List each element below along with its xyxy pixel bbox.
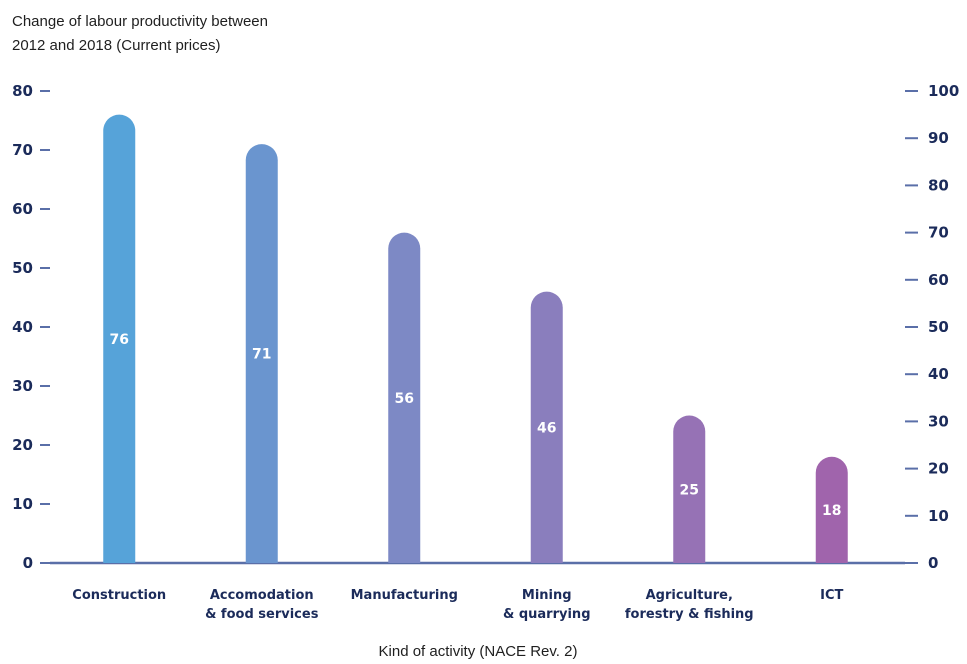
y-tick-label-right: 0 xyxy=(928,554,938,572)
y-tick-label-left: 20 xyxy=(12,436,33,454)
y-tick-label-left: 80 xyxy=(12,82,33,100)
y-tick-label-left: 50 xyxy=(12,259,33,277)
bar-value-label: 56 xyxy=(395,391,414,407)
category-label: Agriculture, xyxy=(646,588,733,603)
category-label: Mining xyxy=(522,588,572,603)
y-tick-label-left: 40 xyxy=(12,318,33,336)
y-tick-label-right: 70 xyxy=(928,224,949,242)
bar xyxy=(673,415,706,563)
category-label: & food services xyxy=(205,607,319,622)
category-label: Construction xyxy=(72,588,166,603)
y-tick-label-left: 60 xyxy=(12,200,33,218)
y-tick-label-left: 10 xyxy=(12,495,33,513)
category-label: Manufacturing xyxy=(351,588,458,603)
y-tick-label-right: 50 xyxy=(928,318,949,336)
y-tick-label-right: 10 xyxy=(928,507,949,525)
category-label: ICT xyxy=(820,588,843,603)
bar-value-label: 71 xyxy=(252,347,271,363)
bar xyxy=(103,114,136,563)
bar-value-label: 18 xyxy=(822,503,841,519)
x-axis-label: Kind of activity (NACE Rev. 2) xyxy=(379,643,578,660)
bar-value-label: 76 xyxy=(110,332,129,348)
y-tick-label-right: 30 xyxy=(928,412,949,430)
y-tick-label-left: 30 xyxy=(12,377,33,395)
bar xyxy=(388,232,421,563)
bar-value-label: 25 xyxy=(680,482,699,498)
chart-title-line-2: 2012 and 2018 (Current prices) xyxy=(12,37,221,54)
y-tick-label-left: 70 xyxy=(12,141,33,159)
bar xyxy=(530,291,563,563)
y-tick-label-right: 40 xyxy=(928,365,949,383)
chart-title-line-1: Change of labour productivity between xyxy=(12,13,268,30)
y-tick-label-right: 90 xyxy=(928,129,949,147)
y-tick-label-right: 100 xyxy=(928,82,959,100)
bar xyxy=(245,144,278,563)
y-tick-label-right: 80 xyxy=(928,176,949,194)
y-tick-label-right: 60 xyxy=(928,271,949,289)
y-tick-label-left: 0 xyxy=(23,554,33,572)
category-label: forestry & fishing xyxy=(625,607,754,622)
bar-value-label: 46 xyxy=(537,420,556,436)
bar xyxy=(815,456,848,563)
category-label: Accomodation xyxy=(210,588,314,603)
category-label: & quarrying xyxy=(503,607,591,622)
chart-title: Change of labour productivity between 20… xyxy=(12,10,268,58)
y-tick-label-right: 20 xyxy=(928,460,949,478)
